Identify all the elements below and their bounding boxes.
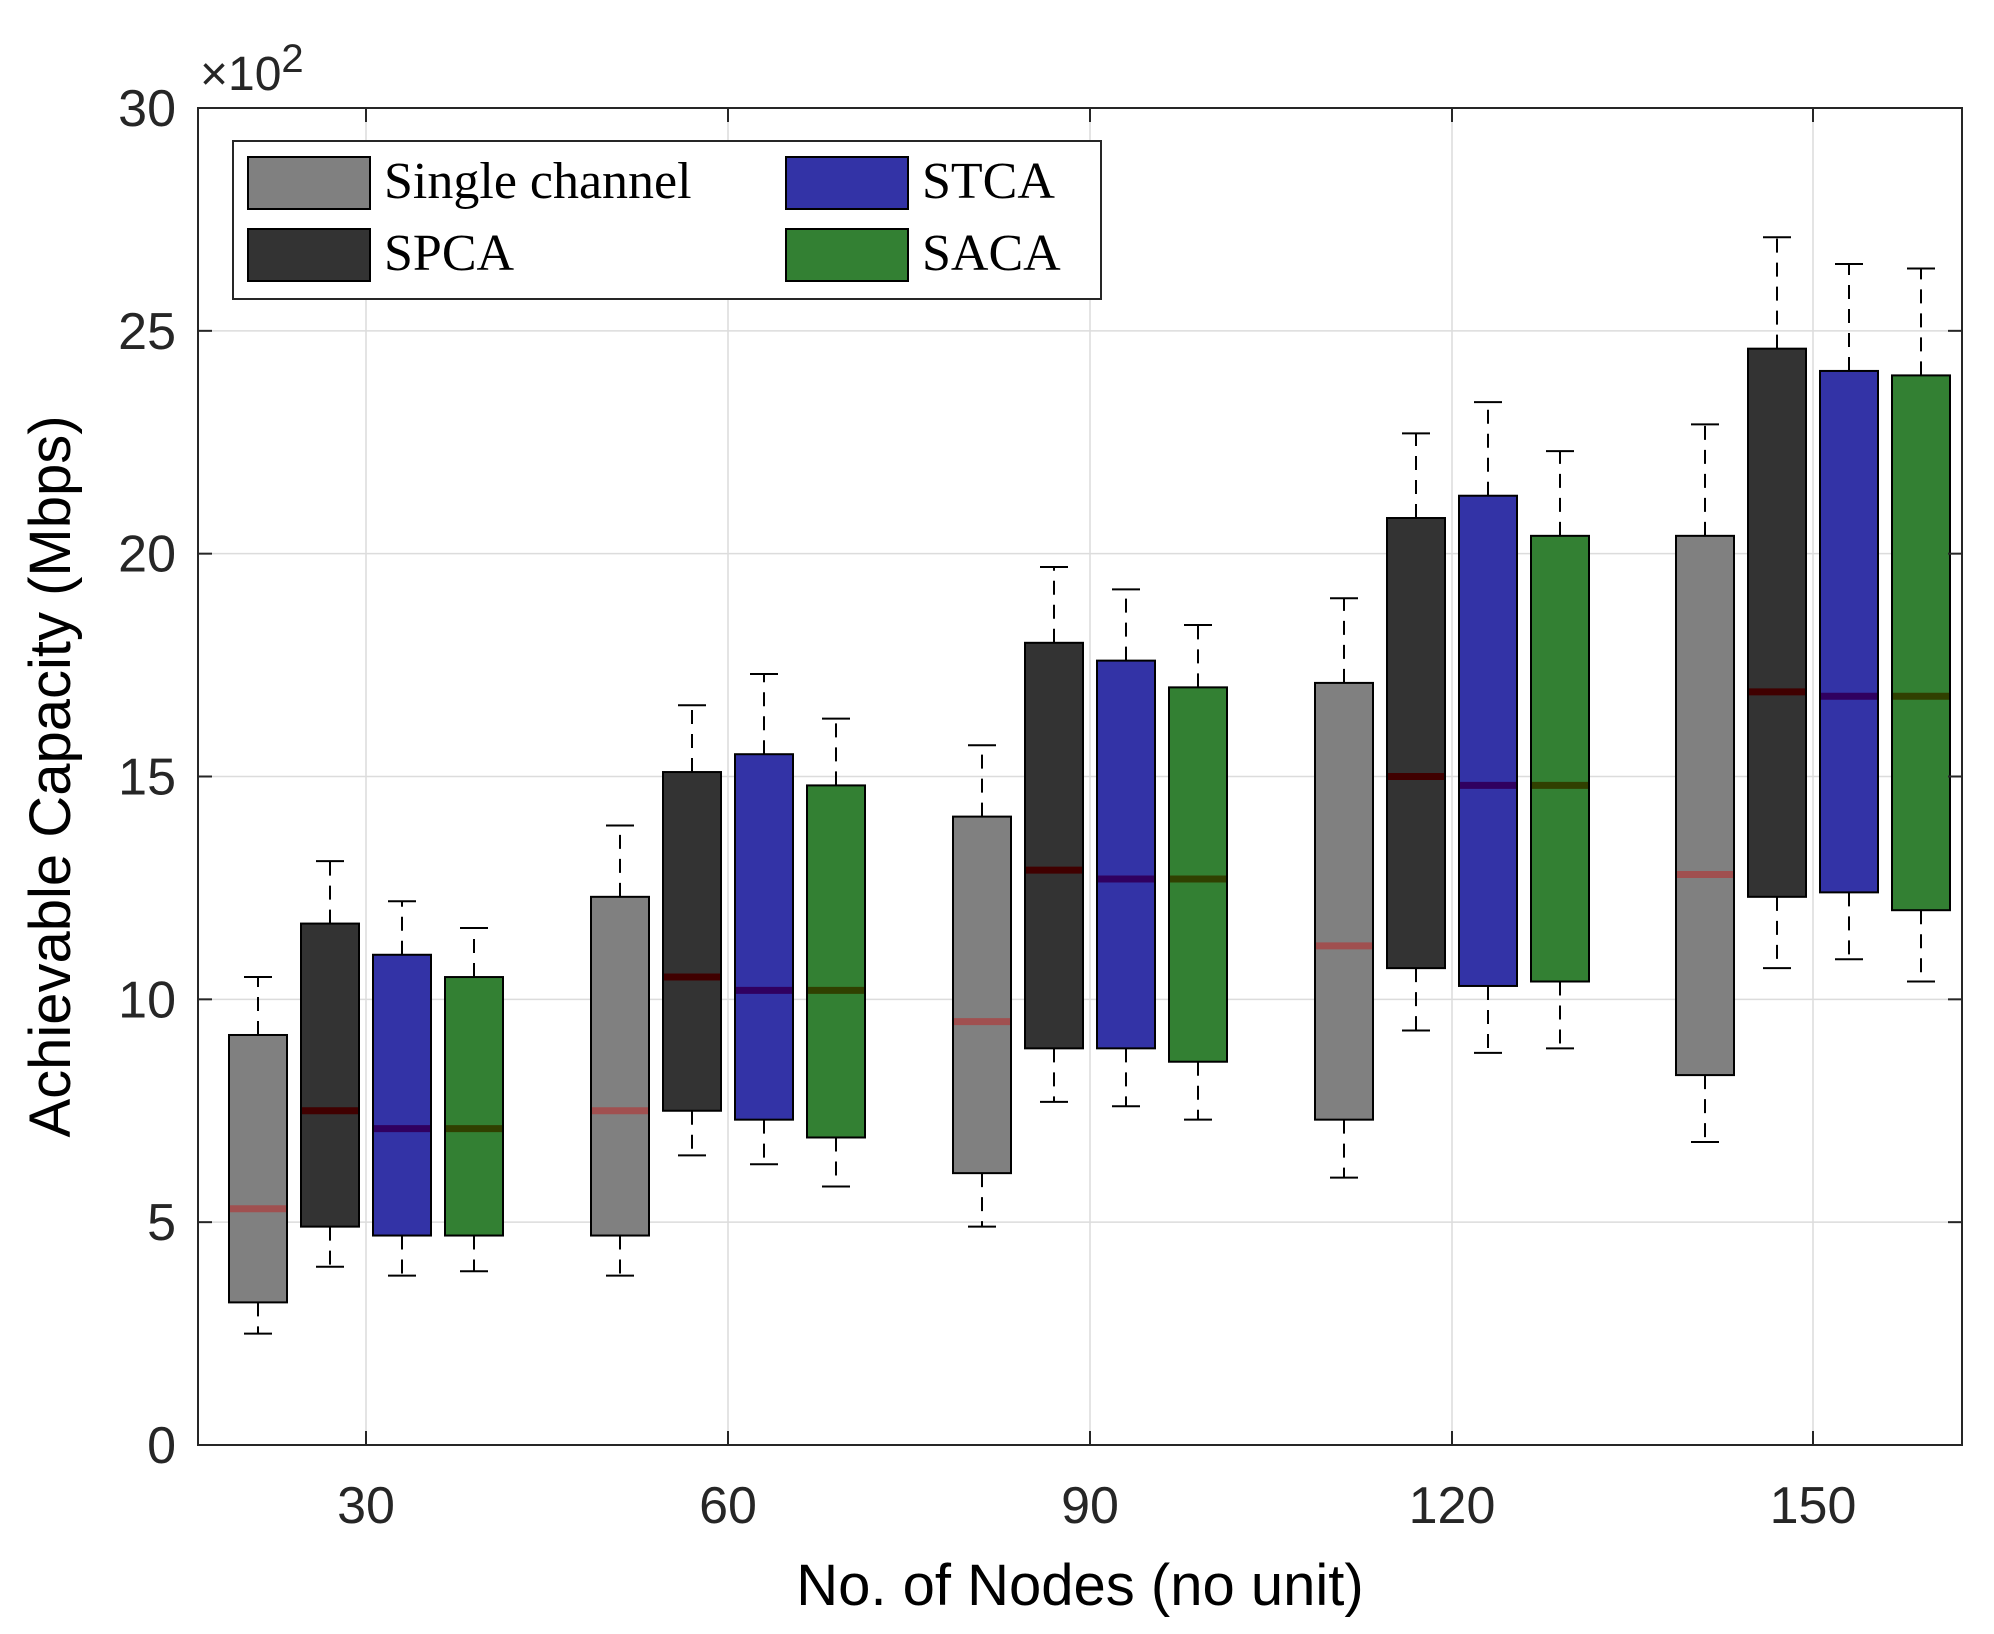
box-single-channel <box>1675 423 1735 1143</box>
box-iqr <box>300 922 360 1228</box>
box-iqr <box>734 753 794 1121</box>
box-iqr <box>1458 494 1518 987</box>
box-iqr <box>1314 681 1374 1121</box>
legend-label: Single channel <box>384 153 692 210</box>
box-iqr <box>1819 369 1879 894</box>
box-single-channel <box>952 744 1012 1228</box>
legend-label: STCA <box>922 153 1055 210</box>
box-stca <box>1458 401 1518 1054</box>
x-tick-label: 120 <box>1409 1477 1496 1535</box>
y-axis-exponent: ×102 <box>200 37 304 101</box>
box-iqr <box>1024 641 1084 1050</box>
y-tick-label: 0 <box>147 1417 176 1475</box>
y-axis-title: Achievable Capacity (Mbps) <box>18 415 83 1137</box>
x-tick-label: 90 <box>1061 1477 1119 1535</box>
legend-swatch <box>785 156 909 210</box>
box-series <box>228 236 1951 1335</box>
box-iqr <box>372 953 432 1237</box>
box-saca <box>1168 623 1228 1121</box>
legend-label: SACA <box>922 225 1061 282</box>
y-exponent-power: 2 <box>281 37 303 81</box>
legend-swatch <box>247 228 371 282</box>
box-single-channel <box>228 976 288 1335</box>
axis-ticks: 0 5 10 15 20 25 30 30 60 90 120 150 <box>118 80 1962 1535</box>
box-saca <box>444 927 504 1273</box>
box-iqr <box>1386 517 1446 970</box>
x-tick-label: 60 <box>699 1477 757 1535</box>
box-single-channel <box>590 824 650 1277</box>
box-iqr <box>228 1033 288 1304</box>
y-tick-label: 10 <box>118 971 176 1029</box>
box-iqr <box>952 815 1012 1175</box>
box-iqr <box>444 976 504 1237</box>
box-iqr <box>1747 347 1807 898</box>
legend: Single channel SPCA STCA SACA <box>232 140 1102 300</box>
x-tick-label: 30 <box>337 1477 395 1535</box>
box-iqr <box>590 895 650 1237</box>
box-stca <box>734 672 794 1166</box>
box-spca <box>1747 236 1807 970</box>
box-iqr <box>1891 374 1951 912</box>
legend-item: SACA <box>785 225 1061 282</box>
y-tick-label: 20 <box>118 526 176 584</box>
box-spca <box>1386 432 1446 1032</box>
box-spca <box>300 860 360 1268</box>
box-iqr <box>1675 534 1735 1077</box>
legend-swatch <box>785 228 909 282</box>
box-stca <box>1819 262 1879 961</box>
y-tick-label: 5 <box>147 1194 176 1252</box>
box-saca <box>1891 267 1951 983</box>
x-tick-label: 150 <box>1770 1477 1857 1535</box>
box-stca <box>1096 588 1156 1108</box>
box-saca <box>806 717 866 1188</box>
legend-label: SPCA <box>384 225 515 282</box>
legend-item: STCA <box>785 153 1055 210</box>
box-single-channel <box>1314 597 1374 1179</box>
box-iqr <box>1168 686 1228 1063</box>
box-spca <box>1024 566 1084 1103</box>
legend-item: SPCA <box>247 225 515 282</box>
y-tick-label: 25 <box>118 303 176 361</box>
y-tick-label: 30 <box>118 80 176 138</box>
box-spca <box>662 704 722 1157</box>
y-exponent-prefix: ×10 <box>200 48 281 101</box>
box-iqr <box>1096 659 1156 1050</box>
box-iqr <box>806 784 866 1139</box>
legend-frame <box>232 140 1102 300</box>
x-axis-title: No. of Nodes (no unit) <box>796 1553 1363 1618</box>
box-iqr <box>1530 534 1590 983</box>
legend-item: Single channel <box>247 153 692 210</box>
box-stca <box>372 900 432 1277</box>
box-saca <box>1530 450 1590 1050</box>
y-tick-label: 15 <box>118 749 176 807</box>
box-iqr <box>662 771 722 1112</box>
legend-swatch <box>247 156 371 210</box>
